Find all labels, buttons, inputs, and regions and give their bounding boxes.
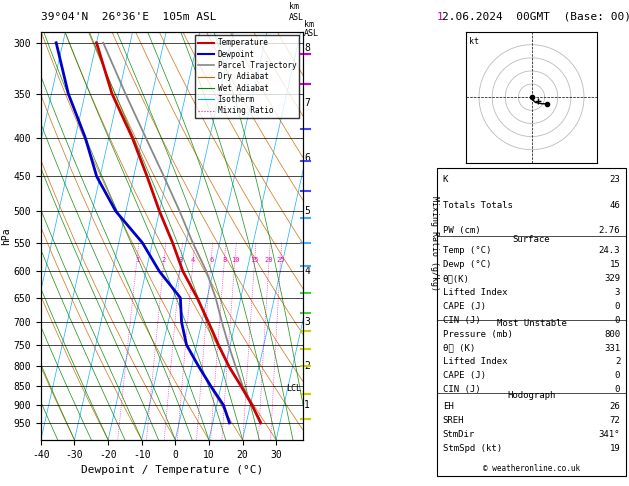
Text: 2: 2 (304, 361, 310, 371)
Text: Pressure (mb): Pressure (mb) (443, 330, 513, 339)
Text: 0: 0 (615, 302, 620, 311)
Text: 8: 8 (304, 43, 310, 53)
Text: SREH: SREH (443, 416, 464, 425)
Text: Surface: Surface (513, 235, 550, 243)
Text: 15: 15 (250, 257, 259, 263)
Text: 19: 19 (610, 444, 620, 453)
Text: StmSpd (kt): StmSpd (kt) (443, 444, 502, 453)
Text: EH: EH (443, 402, 454, 411)
Text: 1: 1 (437, 12, 444, 22)
Text: 24.3: 24.3 (599, 246, 620, 255)
Text: 2: 2 (615, 358, 620, 366)
Text: CIN (J): CIN (J) (443, 316, 481, 325)
Text: 7: 7 (304, 98, 310, 108)
Text: 2: 2 (162, 257, 166, 263)
Text: 5: 5 (304, 206, 310, 216)
Text: StmDir: StmDir (443, 430, 475, 439)
Legend: Temperature, Dewpoint, Parcel Trajectory, Dry Adiabat, Wet Adiabat, Isotherm, Mi: Temperature, Dewpoint, Parcel Trajectory… (196, 35, 299, 118)
Text: 46: 46 (610, 201, 620, 209)
Text: Temp (°C): Temp (°C) (443, 246, 491, 255)
Text: 800: 800 (604, 330, 620, 339)
Text: 329: 329 (604, 274, 620, 283)
Text: 25: 25 (276, 257, 285, 263)
Text: CIN (J): CIN (J) (443, 385, 481, 394)
Text: 1: 1 (304, 400, 310, 410)
Text: CAPE (J): CAPE (J) (443, 302, 486, 311)
Text: Hodograph: Hodograph (508, 391, 555, 400)
Text: Lifted Index: Lifted Index (443, 288, 508, 297)
Text: LCL: LCL (286, 383, 301, 393)
Text: 3: 3 (179, 257, 183, 263)
Text: 341°: 341° (599, 430, 620, 439)
Text: 4: 4 (304, 266, 310, 277)
Text: 3: 3 (615, 288, 620, 297)
Text: 6: 6 (304, 153, 310, 163)
Text: 0: 0 (615, 316, 620, 325)
FancyBboxPatch shape (437, 168, 626, 476)
Text: Lifted Index: Lifted Index (443, 358, 508, 366)
Text: km
ASL: km ASL (289, 2, 304, 22)
Text: kt: kt (469, 37, 479, 46)
Text: 0: 0 (615, 385, 620, 394)
Text: PW (cm): PW (cm) (443, 226, 481, 235)
Text: 0: 0 (615, 371, 620, 381)
Text: 23: 23 (610, 175, 620, 184)
Text: 3: 3 (304, 317, 310, 327)
Text: 72: 72 (610, 416, 620, 425)
Text: Totals Totals: Totals Totals (443, 201, 513, 209)
Text: 15: 15 (610, 260, 620, 269)
Text: CAPE (J): CAPE (J) (443, 371, 486, 381)
Text: 1: 1 (135, 257, 139, 263)
Text: K: K (443, 175, 448, 184)
Text: 4: 4 (191, 257, 195, 263)
Text: 26: 26 (610, 402, 620, 411)
Y-axis label: hPa: hPa (1, 227, 11, 244)
Text: Most Unstable: Most Unstable (496, 319, 567, 328)
Text: 2.06.2024  00GMT  (Base: 00): 2.06.2024 00GMT (Base: 00) (442, 12, 629, 22)
Text: θᴇ (K): θᴇ (K) (443, 344, 475, 352)
X-axis label: Dewpoint / Temperature (°C): Dewpoint / Temperature (°C) (81, 465, 263, 475)
Text: 10: 10 (231, 257, 239, 263)
Text: © weatheronline.co.uk: © weatheronline.co.uk (483, 464, 580, 473)
Text: Mixing Ratio (g/kg): Mixing Ratio (g/kg) (430, 195, 438, 291)
Text: 2.76: 2.76 (599, 226, 620, 235)
Text: 39°04'N  26°36'E  105m ASL: 39°04'N 26°36'E 105m ASL (41, 12, 216, 22)
Text: 331: 331 (604, 344, 620, 352)
Text: 6: 6 (209, 257, 213, 263)
Text: 8: 8 (222, 257, 226, 263)
Text: 20: 20 (265, 257, 274, 263)
Text: km
ASL: km ASL (304, 20, 320, 38)
Text: θᴇ(K): θᴇ(K) (443, 274, 470, 283)
Text: Dewp (°C): Dewp (°C) (443, 260, 491, 269)
